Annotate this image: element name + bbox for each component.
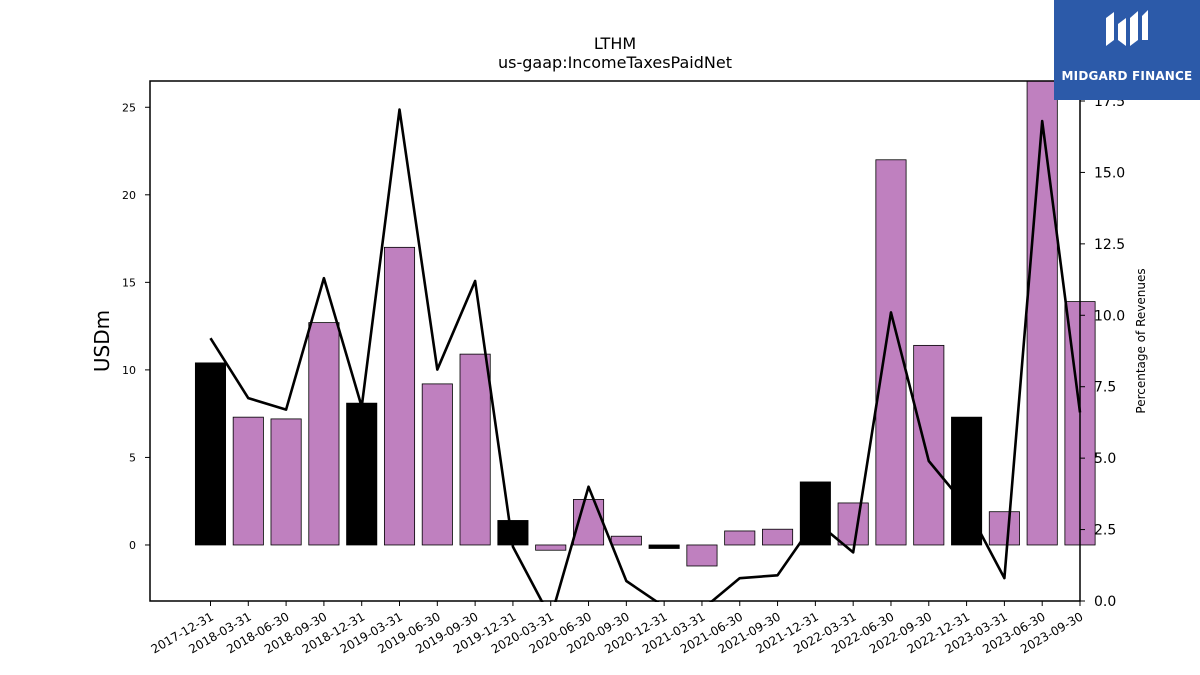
y-tick-label: 5: [129, 451, 136, 464]
y-tick-label: 25: [122, 101, 136, 114]
bar: [837, 502, 869, 546]
line-series: [209, 108, 1082, 620]
bar: [421, 383, 453, 546]
plot-frame: [149, 80, 1081, 602]
y2-tick-label: 5.0: [1094, 451, 1116, 467]
bar: [270, 418, 302, 546]
bar: [648, 544, 680, 549]
bar: [383, 246, 416, 546]
bar: [724, 530, 756, 546]
y-tick-label: 20: [122, 189, 136, 202]
logo-text: MIDGARD FINANCE: [1061, 69, 1193, 83]
bar: [1026, 80, 1058, 546]
y2-axis-label: Percentage of Revenues: [1134, 268, 1148, 413]
bar: [913, 344, 945, 546]
chart-subtitle: us-gaap:IncomeTaxesPaidNet: [498, 53, 732, 72]
bar: [194, 362, 227, 546]
y-tick-label: 15: [122, 276, 136, 289]
bar: [610, 535, 642, 546]
bar: [308, 322, 340, 546]
plot-mask-bottom: [148, 602, 1082, 675]
y-tick-label: 0: [129, 539, 136, 552]
bar: [686, 544, 718, 567]
bar: [988, 511, 1020, 546]
bar: [346, 402, 378, 546]
y2-tick-label: 0.0: [1094, 594, 1116, 610]
chart-title: LTHM: [594, 34, 636, 53]
y-axis-label: USDm: [90, 310, 114, 372]
midgard-finance-logo: MIDGARD FINANCE: [1054, 0, 1200, 100]
bar: [459, 353, 491, 546]
y2-tick-label: 7.5: [1094, 380, 1116, 396]
bar: [232, 416, 264, 546]
y2-tick-label: 2.5: [1094, 523, 1116, 539]
y2-tick-label: 10.0: [1094, 308, 1125, 324]
y-tick-label: 10: [122, 364, 136, 377]
bar: [762, 528, 794, 546]
y2-tick-label: 15.0: [1094, 165, 1125, 181]
y2-tick-label: 12.5: [1094, 237, 1125, 253]
logo-mark-icon: [1106, 10, 1148, 46]
plot-mask-top: [148, 0, 1082, 80]
bar: [535, 544, 567, 551]
